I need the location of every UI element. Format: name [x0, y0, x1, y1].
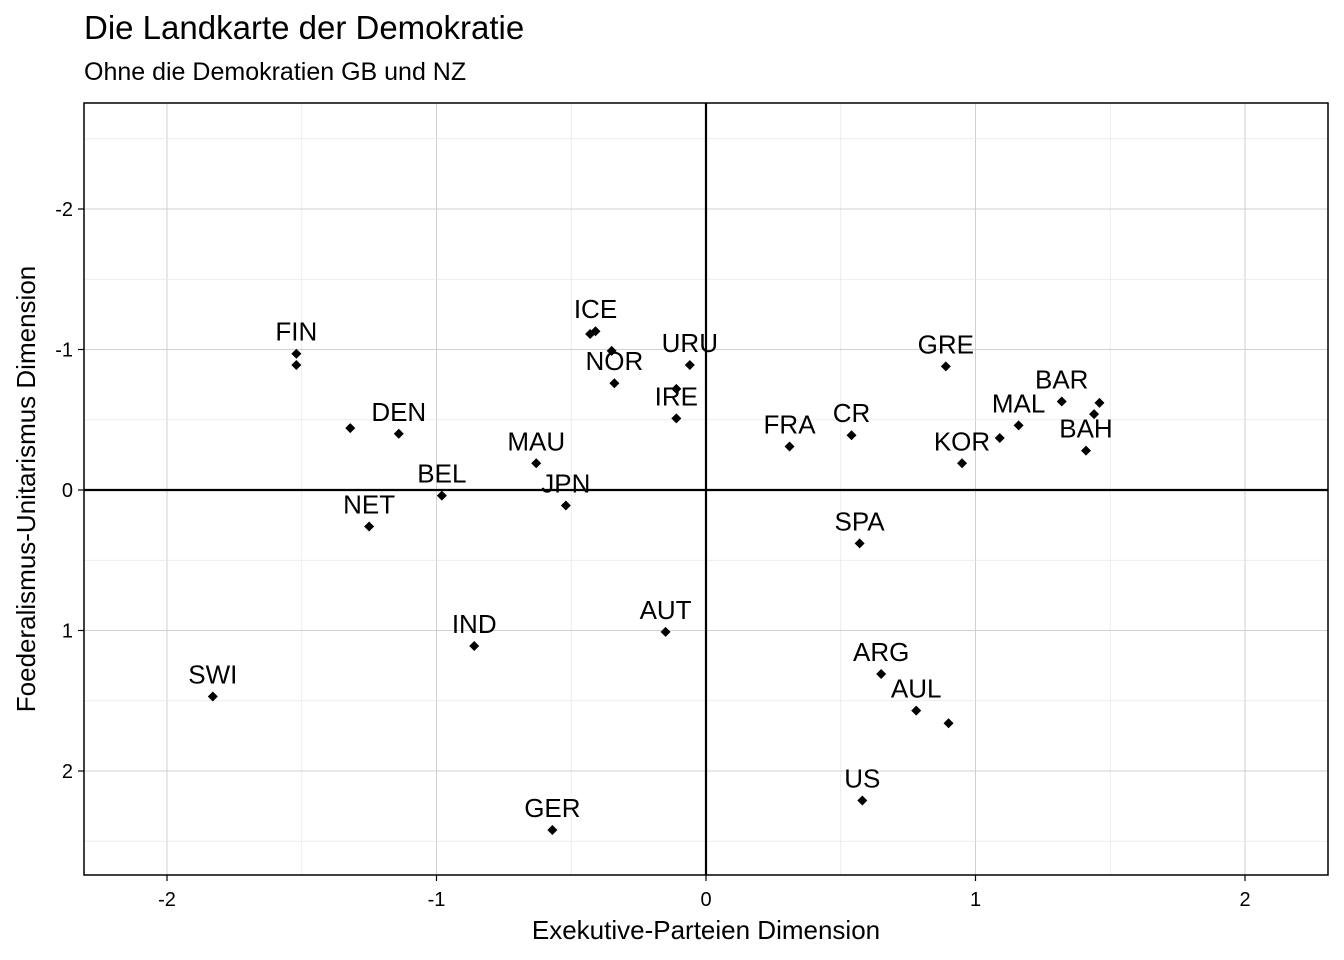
y-tick-label: 0 [62, 480, 73, 502]
chart-subtitle: Ohne die Demokratien GB und NZ [84, 58, 467, 86]
data-point [911, 705, 922, 716]
point-label: IRE [655, 381, 698, 411]
data-point [671, 383, 682, 394]
point-label: SWI [188, 660, 237, 690]
x-tick-label: 0 [700, 889, 711, 911]
data-point [291, 359, 302, 370]
data-point [393, 428, 404, 439]
data-point [207, 691, 218, 702]
data-point [547, 825, 558, 836]
x-axis-label: Exekutive-Parteien Dimension [532, 915, 880, 945]
data-point [590, 326, 601, 337]
data-point [660, 626, 671, 637]
point-label: MAL [992, 388, 1045, 418]
data-point [784, 441, 795, 452]
data-points [207, 326, 1105, 836]
point-label: CR [833, 398, 871, 428]
point-label: JPN [541, 468, 590, 498]
data-point [857, 795, 868, 806]
data-point [854, 538, 865, 549]
data-point [364, 521, 375, 532]
data-point [469, 640, 480, 651]
point-label: MAU [507, 426, 565, 456]
point-label: BAH [1059, 414, 1112, 444]
data-point [846, 430, 857, 441]
data-point [684, 359, 695, 370]
chart-title: Die Landkarte der Demokratie [84, 9, 525, 46]
point-label: DEN [371, 397, 426, 427]
data-point [1089, 409, 1100, 420]
x-tick-label: 2 [1239, 889, 1250, 911]
point-label: AUT [640, 595, 692, 625]
point-label: GRE [918, 329, 974, 359]
reference-lines [84, 103, 1328, 875]
y-tick-label: -2 [55, 199, 73, 221]
point-label: GER [524, 793, 580, 823]
data-point [531, 458, 542, 469]
data-point [994, 433, 1005, 444]
data-point [560, 500, 571, 511]
data-point [606, 345, 617, 356]
point-label: FIN [275, 317, 317, 347]
data-point [957, 458, 968, 469]
axis-ticks: -2 -1 0 1 2 -2 -1 0 1 2 [55, 199, 1250, 911]
point-label: FRA [764, 409, 817, 439]
point-label: NET [343, 490, 395, 520]
x-tick-label: -2 [158, 889, 176, 911]
data-point [671, 413, 682, 424]
point-label: BEL [417, 459, 466, 489]
data-point [943, 718, 954, 729]
point-label: ARG [853, 637, 909, 667]
x-tick-label: 1 [970, 889, 981, 911]
y-tick-label: 1 [62, 621, 73, 643]
point-label: SPA [835, 506, 886, 536]
y-tick-label: -1 [55, 340, 73, 362]
point-label: IND [452, 609, 497, 639]
point-label: NOR [585, 346, 643, 376]
y-tick-label: 2 [62, 761, 73, 783]
data-point [940, 361, 951, 372]
data-point [1080, 445, 1091, 456]
data-point [436, 490, 447, 501]
point-label: KOR [934, 426, 990, 456]
point-label: ICE [574, 294, 617, 324]
data-point [345, 423, 356, 434]
x-tick-label: -1 [428, 889, 446, 911]
point-labels: FIN DEN BEL NET MAU JPN ICE NOR URU IRE IND AUT SWI G… [188, 294, 1112, 823]
data-point [1094, 397, 1105, 408]
data-point [876, 669, 887, 680]
data-point [609, 378, 620, 389]
data-point [1013, 420, 1024, 431]
data-point [291, 348, 302, 359]
data-point [1056, 396, 1067, 407]
point-label: BAR [1035, 364, 1088, 394]
point-label: URU [662, 328, 718, 358]
y-axis-label: Foederalismus-Unitarismus Dimension [11, 266, 41, 712]
point-label: AUL [891, 674, 942, 704]
point-label: US [844, 764, 880, 794]
